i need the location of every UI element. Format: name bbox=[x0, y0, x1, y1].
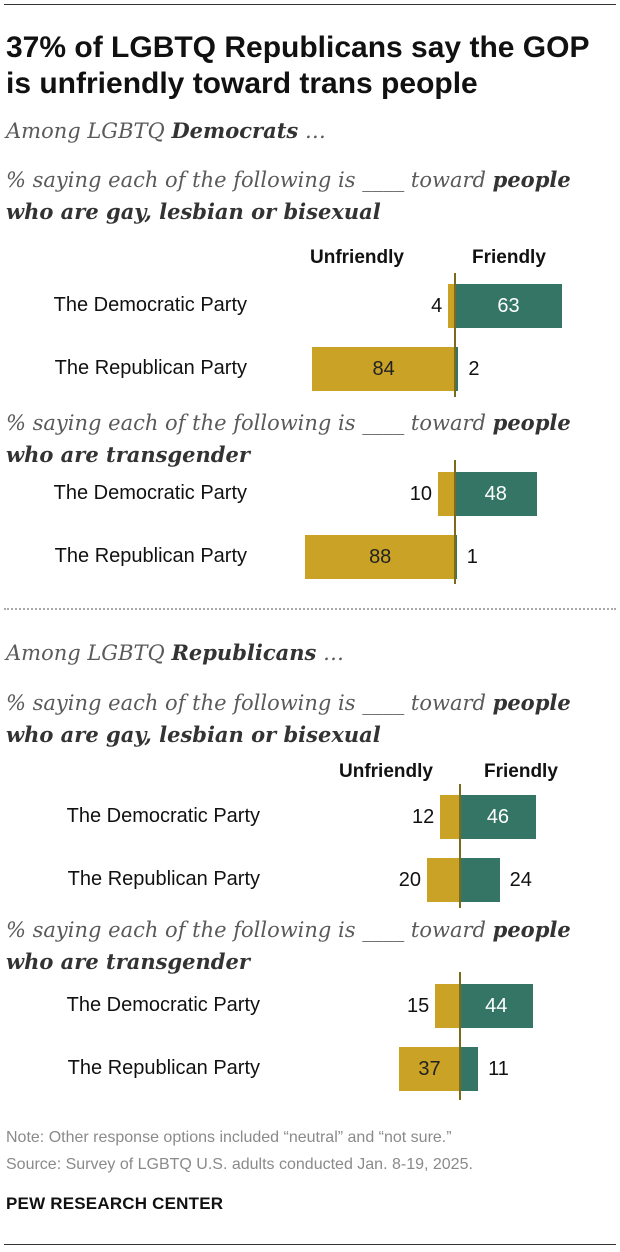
value-label-friendly: 63 bbox=[497, 295, 520, 317]
bar-unfriendly bbox=[448, 284, 455, 328]
row-label: The Democratic Party bbox=[53, 294, 247, 316]
bar-friendly bbox=[460, 1047, 479, 1091]
column-header-friendly: Friendly bbox=[484, 761, 558, 782]
row-label: The Republican Party bbox=[54, 357, 247, 379]
question-rep-trans: % saying each of the following is ____ t… bbox=[6, 914, 606, 978]
row-label: The Democratic Party bbox=[53, 482, 247, 504]
question-dem-trans: % saying each of the following is ____ t… bbox=[6, 407, 606, 471]
zero-axis-line bbox=[459, 972, 461, 1100]
value-label-unfriendly: 12 bbox=[411, 806, 435, 828]
question-prefix: % saying each of the following is ____ t… bbox=[6, 168, 486, 192]
source-line: Source: Survey of LGBTQ U.S. adults cond… bbox=[6, 1156, 473, 1173]
bar-unfriendly bbox=[427, 858, 460, 902]
value-label-unfriendly: 88 bbox=[369, 546, 392, 568]
section-suffix: … bbox=[323, 641, 345, 665]
bar-unfriendly bbox=[438, 472, 455, 516]
section-suffix: … bbox=[304, 119, 326, 143]
zero-axis-line bbox=[454, 460, 456, 584]
bar-friendly bbox=[460, 858, 500, 902]
value-label-unfriendly: 15 bbox=[407, 995, 430, 1017]
row-label: The Republican Party bbox=[67, 868, 260, 890]
question-prefix: % saying each of the following is ____ t… bbox=[6, 918, 486, 942]
question-bold: people who are gay, lesbian or bisexual bbox=[6, 167, 571, 224]
bar-unfriendly bbox=[435, 984, 460, 1028]
bar-friendly bbox=[460, 984, 533, 1028]
row-label: The Republican Party bbox=[54, 545, 247, 567]
chart-title: 37% of LGBTQ Republicans say the GOP is … bbox=[6, 31, 589, 100]
value-label-unfriendly: 20 bbox=[398, 869, 421, 891]
footnote: Note: Other response options included “n… bbox=[6, 1129, 452, 1146]
value-label-friendly: 24 bbox=[509, 869, 532, 891]
question-bold: people who are transgender bbox=[6, 917, 571, 974]
section-divider bbox=[4, 608, 616, 610]
value-label-friendly: 11 bbox=[488, 1058, 509, 1080]
value-label-unfriendly: 4 bbox=[431, 295, 443, 317]
bottom-rule bbox=[4, 1244, 616, 1245]
section-group-name: Republicans bbox=[171, 640, 317, 665]
bar-unfriendly bbox=[398, 1047, 460, 1091]
row-label: The Republican Party bbox=[67, 1057, 260, 1079]
section-group-name: Democrats bbox=[171, 118, 299, 143]
bar-friendly bbox=[455, 472, 537, 516]
zero-axis-line bbox=[454, 273, 456, 397]
bar-unfriendly bbox=[440, 795, 460, 839]
value-label-friendly: 2 bbox=[468, 358, 480, 380]
value-label-friendly: 46 bbox=[486, 806, 510, 828]
bar-friendly bbox=[455, 284, 563, 328]
question-prefix: % saying each of the following is ____ t… bbox=[6, 691, 486, 715]
question-bold: people who are gay, lesbian or bisexual bbox=[6, 690, 571, 747]
column-header-unfriendly: Unfriendly bbox=[339, 761, 433, 782]
bar-friendly bbox=[460, 795, 536, 839]
value-label-unfriendly: 10 bbox=[409, 483, 432, 505]
question-rep-lgb: % saying each of the following is ____ t… bbox=[6, 687, 606, 751]
value-label-unfriendly: 84 bbox=[372, 358, 395, 380]
value-label-friendly: 1 bbox=[466, 546, 478, 568]
question-dem-lgb: % saying each of the following is ____ t… bbox=[6, 164, 606, 228]
value-label-friendly: 48 bbox=[484, 483, 507, 505]
top-rule bbox=[4, 4, 616, 5]
value-label-friendly: 44 bbox=[485, 995, 508, 1017]
column-header-unfriendly: Unfriendly bbox=[310, 247, 404, 268]
section-prefix: Among LGBTQ bbox=[6, 119, 165, 143]
bar-unfriendly bbox=[312, 347, 455, 391]
bar-unfriendly bbox=[305, 535, 455, 579]
column-header-friendly: Friendly bbox=[472, 247, 546, 268]
row-label: The Democratic Party bbox=[66, 994, 260, 1016]
section-heading-republicans: Among LGBTQ Republicans … bbox=[6, 640, 344, 665]
zero-axis-line bbox=[459, 784, 461, 908]
org-logo-text: PEW RESEARCH CENTER bbox=[6, 1194, 224, 1213]
bar-friendly bbox=[455, 347, 459, 391]
value-label-unfriendly: 37 bbox=[418, 1058, 441, 1080]
row-label: The Democratic Party bbox=[66, 805, 260, 827]
section-heading-democrats: Among LGBTQ Democrats … bbox=[6, 118, 326, 143]
section-prefix: Among LGBTQ bbox=[6, 641, 165, 665]
question-prefix: % saying each of the following is ____ t… bbox=[6, 411, 486, 435]
question-bold: people who are transgender bbox=[6, 410, 571, 467]
